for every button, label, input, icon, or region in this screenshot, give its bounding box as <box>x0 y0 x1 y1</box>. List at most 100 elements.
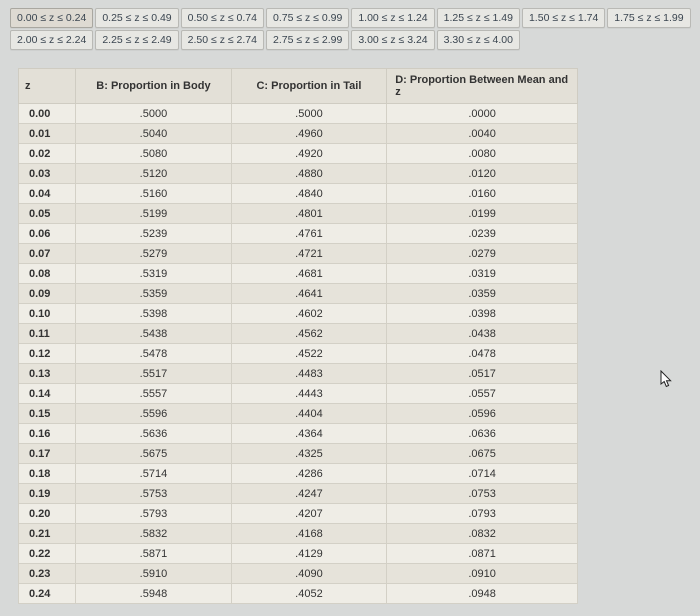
cell-b: .5199 <box>76 204 232 224</box>
table-row: 0.24.5948.4052.0948 <box>19 584 578 604</box>
cell-b: .5910 <box>76 564 232 584</box>
cell-z: 0.01 <box>19 124 76 144</box>
cell-b: .5714 <box>76 464 232 484</box>
tab-row-2: 2.00 ≤ z ≤ 2.242.25 ≤ z ≤ 2.492.50 ≤ z ≤… <box>10 30 690 50</box>
cell-c: .4880 <box>231 164 387 184</box>
cell-c: .4364 <box>231 424 387 444</box>
range-tab[interactable]: 1.00 ≤ z ≤ 1.24 <box>351 8 434 28</box>
range-tab[interactable]: 0.00 ≤ z ≤ 0.24 <box>10 8 93 28</box>
cell-z: 0.08 <box>19 264 76 284</box>
cell-z: 0.05 <box>19 204 76 224</box>
table-row: 0.19.5753.4247.0753 <box>19 484 578 504</box>
cell-d: .0000 <box>387 104 578 124</box>
table-row: 0.00.5000.5000.0000 <box>19 104 578 124</box>
cell-z: 0.19 <box>19 484 76 504</box>
cell-c: .4801 <box>231 204 387 224</box>
cell-z: 0.09 <box>19 284 76 304</box>
cell-d: .0398 <box>387 304 578 324</box>
cell-b: .5753 <box>76 484 232 504</box>
table-row: 0.13.5517.4483.0517 <box>19 364 578 384</box>
range-tab[interactable]: 0.50 ≤ z ≤ 0.74 <box>181 8 264 28</box>
cell-c: .4960 <box>231 124 387 144</box>
table-row: 0.22.5871.4129.0871 <box>19 544 578 564</box>
table-row: 0.06.5239.4761.0239 <box>19 224 578 244</box>
cell-b: .5398 <box>76 304 232 324</box>
cell-z: 0.24 <box>19 584 76 604</box>
cell-c: .4483 <box>231 364 387 384</box>
table-row: 0.20.5793.4207.0793 <box>19 504 578 524</box>
range-tab[interactable]: 1.25 ≤ z ≤ 1.49 <box>437 8 520 28</box>
cell-c: .4443 <box>231 384 387 404</box>
cell-z: 0.20 <box>19 504 76 524</box>
table-row: 0.17.5675.4325.0675 <box>19 444 578 464</box>
cell-z: 0.04 <box>19 184 76 204</box>
table-row: 0.18.5714.4286.0714 <box>19 464 578 484</box>
range-tab[interactable]: 2.75 ≤ z ≤ 2.99 <box>266 30 349 50</box>
table-row: 0.10.5398.4602.0398 <box>19 304 578 324</box>
col-header-b: B: Proportion in Body <box>76 69 232 104</box>
cell-c: .4920 <box>231 144 387 164</box>
cell-b: .5000 <box>76 104 232 124</box>
cell-c: .4129 <box>231 544 387 564</box>
cell-b: .5636 <box>76 424 232 444</box>
cell-c: .4247 <box>231 484 387 504</box>
cell-d: .0910 <box>387 564 578 584</box>
range-tab[interactable]: 3.00 ≤ z ≤ 3.24 <box>351 30 434 50</box>
cell-c: .4761 <box>231 224 387 244</box>
table-row: 0.05.5199.4801.0199 <box>19 204 578 224</box>
cell-d: .0120 <box>387 164 578 184</box>
cell-d: .0557 <box>387 384 578 404</box>
range-tab[interactable]: 1.50 ≤ z ≤ 1.74 <box>522 8 605 28</box>
cell-c: .4522 <box>231 344 387 364</box>
cell-z: 0.11 <box>19 324 76 344</box>
cell-d: .0675 <box>387 444 578 464</box>
table-row: 0.03.5120.4880.0120 <box>19 164 578 184</box>
range-tab[interactable]: 2.00 ≤ z ≤ 2.24 <box>10 30 93 50</box>
cell-b: .5319 <box>76 264 232 284</box>
range-tab[interactable]: 3.30 ≤ z ≤ 4.00 <box>437 30 520 50</box>
table-row: 0.15.5596.4404.0596 <box>19 404 578 424</box>
table-row: 0.07.5279.4721.0279 <box>19 244 578 264</box>
cell-b: .5478 <box>76 344 232 364</box>
cell-z: 0.18 <box>19 464 76 484</box>
table-row: 0.16.5636.4364.0636 <box>19 424 578 444</box>
cell-b: .5675 <box>76 444 232 464</box>
range-tab[interactable]: 0.75 ≤ z ≤ 0.99 <box>266 8 349 28</box>
cell-c: .4840 <box>231 184 387 204</box>
table-row: 0.08.5319.4681.0319 <box>19 264 578 284</box>
cell-z: 0.07 <box>19 244 76 264</box>
cell-c: .4052 <box>231 584 387 604</box>
cell-d: .0596 <box>387 404 578 424</box>
cell-z: 0.12 <box>19 344 76 364</box>
cell-c: .4325 <box>231 444 387 464</box>
col-header-c: C: Proportion in Tail <box>231 69 387 104</box>
cell-z: 0.15 <box>19 404 76 424</box>
cell-d: .0793 <box>387 504 578 524</box>
table-row: 0.01.5040.4960.0040 <box>19 124 578 144</box>
col-header-d: D: Proportion Between Mean and z <box>387 69 578 104</box>
range-tab[interactable]: 0.25 ≤ z ≤ 0.49 <box>95 8 178 28</box>
cell-c: .4168 <box>231 524 387 544</box>
cell-b: .5080 <box>76 144 232 164</box>
range-tab[interactable]: 2.50 ≤ z ≤ 2.74 <box>181 30 264 50</box>
cell-b: .5832 <box>76 524 232 544</box>
table-row: 0.02.5080.4920.0080 <box>19 144 578 164</box>
cell-b: .5359 <box>76 284 232 304</box>
cell-c: .4090 <box>231 564 387 584</box>
table-header-row: z B: Proportion in Body C: Proportion in… <box>19 69 578 104</box>
cell-b: .5438 <box>76 324 232 344</box>
cell-d: .0871 <box>387 544 578 564</box>
table-row: 0.11.5438.4562.0438 <box>19 324 578 344</box>
cell-d: .0948 <box>387 584 578 604</box>
cell-d: .0319 <box>387 264 578 284</box>
cell-b: .5948 <box>76 584 232 604</box>
range-tab[interactable]: 1.75 ≤ z ≤ 1.99 <box>607 8 690 28</box>
cell-z: 0.23 <box>19 564 76 584</box>
col-header-z: z <box>19 69 76 104</box>
range-tab[interactable]: 2.25 ≤ z ≤ 2.49 <box>95 30 178 50</box>
cell-b: .5557 <box>76 384 232 404</box>
cell-d: .0714 <box>387 464 578 484</box>
cell-c: .4286 <box>231 464 387 484</box>
mouse-cursor-icon <box>660 370 674 395</box>
table-row: 0.09.5359.4641.0359 <box>19 284 578 304</box>
